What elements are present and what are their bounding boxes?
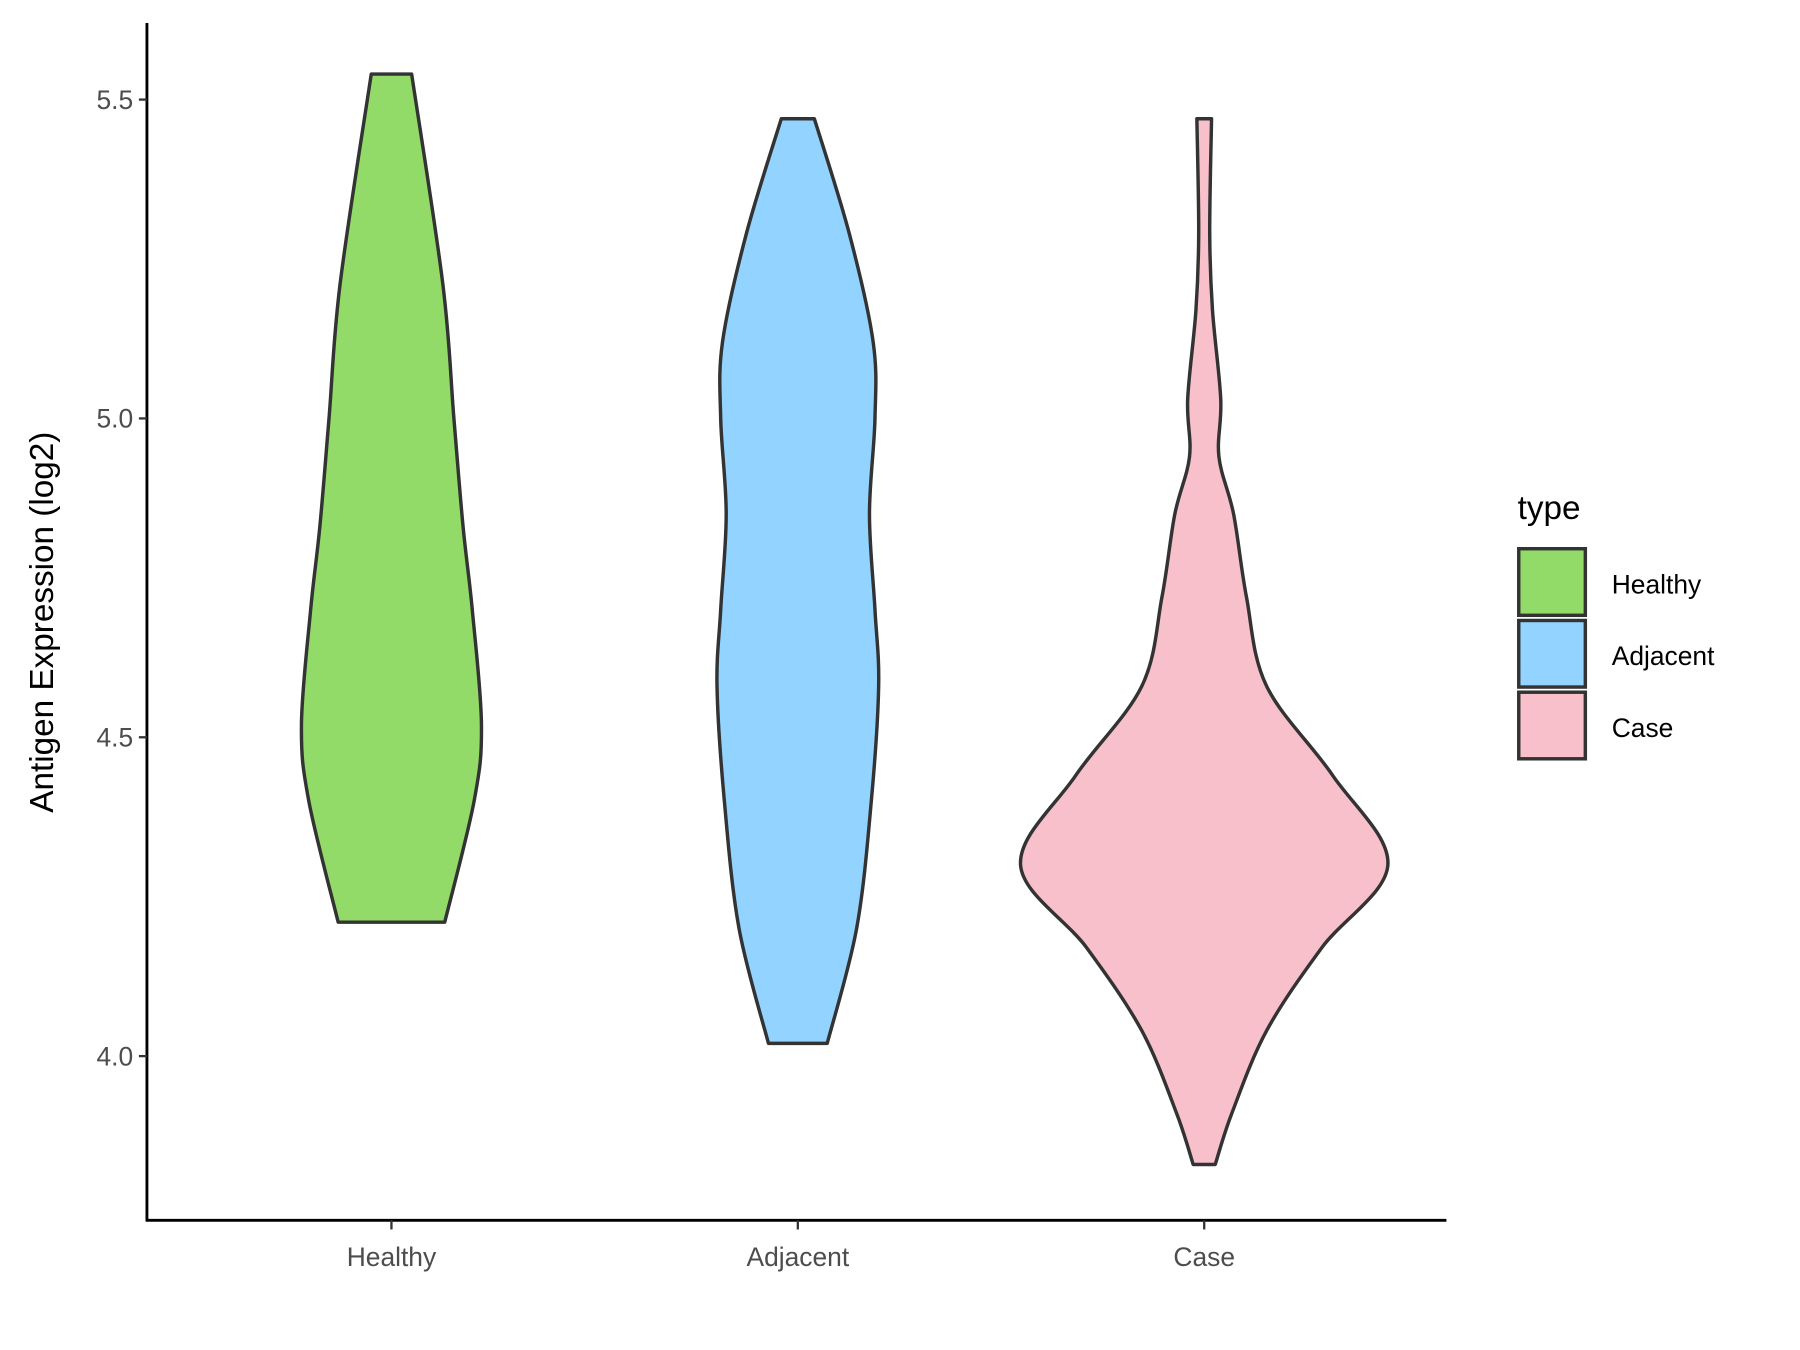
y-ticks: 4.0 4.5 5.0 5.5 [96,85,147,1071]
y-axis-title: Antigen Expression (log2) [24,432,61,813]
violins [299,72,1390,1167]
legend-key-adjacent [1517,618,1588,689]
legend-key-healthy [1517,547,1588,618]
legend-key-case [1517,690,1588,761]
violin-case [1018,116,1390,1167]
x-tick-label: Case [1173,1242,1235,1272]
y-tick-label: 4.5 [96,722,133,752]
x-tick-label: Healthy [347,1242,437,1272]
legend-label: Case [1612,713,1674,743]
violin-adjacent [715,116,881,1046]
legend: type Healthy Adjacent Case [1517,490,1715,761]
violin-healthy [299,72,484,924]
y-tick-label: 4.0 [96,1041,133,1071]
y-tick-label: 5.5 [96,85,133,115]
y-tick-label: 5.0 [96,404,133,434]
legend-label: Healthy [1612,569,1702,599]
x-tick-label: Adjacent [746,1242,849,1272]
x-ticks: Healthy Adjacent Case [347,1220,1235,1272]
legend-title: type [1518,490,1581,527]
legend-label: Adjacent [1612,641,1715,671]
